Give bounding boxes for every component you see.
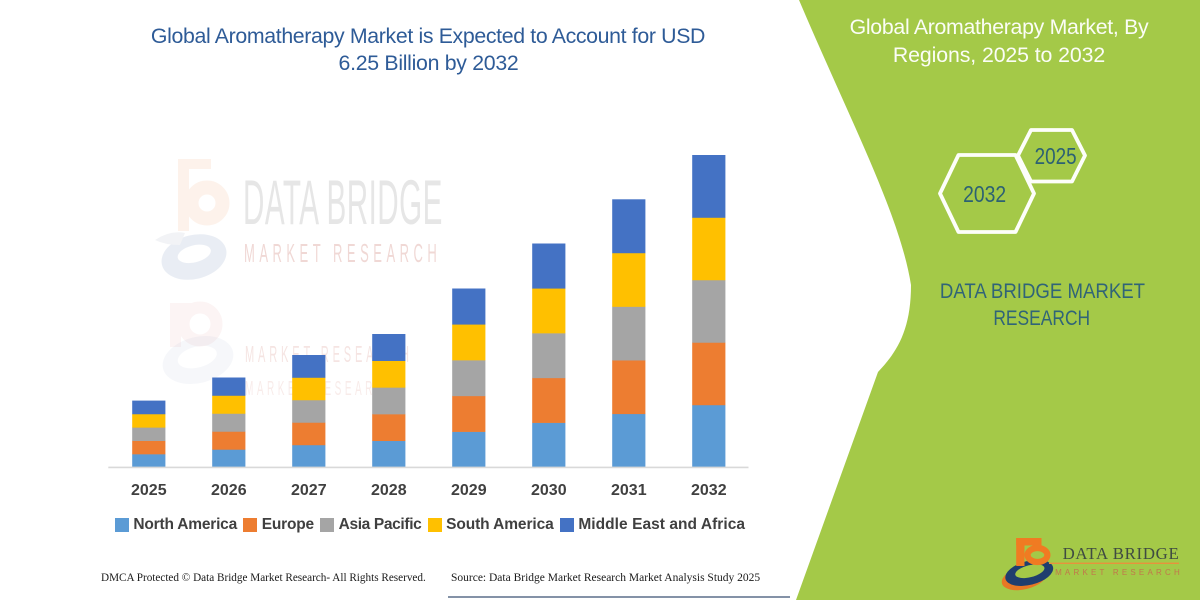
svg-text:DATA BRIDGE: DATA BRIDGE	[1063, 544, 1180, 563]
svg-text:MARKET RESEARCH: MARKET RESEARCH	[1055, 568, 1183, 577]
